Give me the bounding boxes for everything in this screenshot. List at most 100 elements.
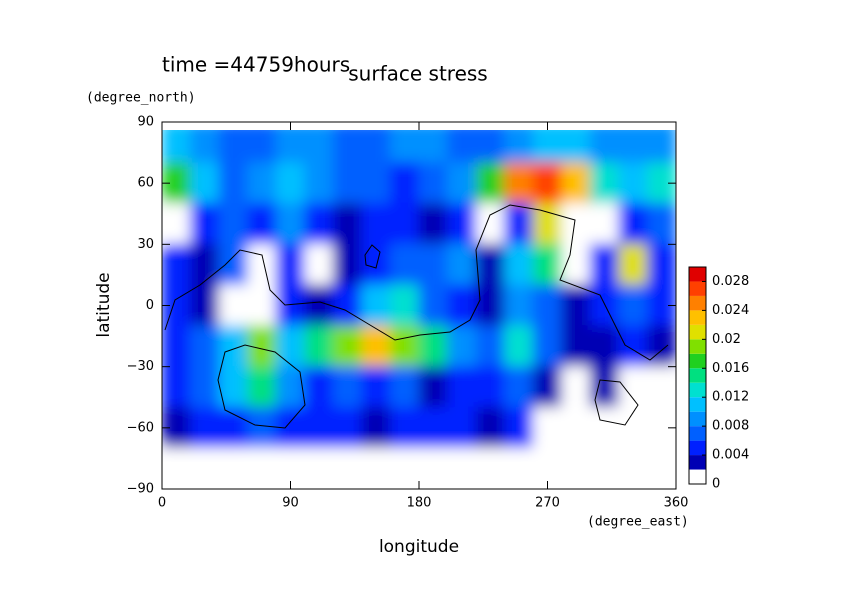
- field-cell: [275, 162, 306, 205]
- field-cell: [190, 325, 220, 368]
- field-cell: [589, 325, 620, 368]
- colorbar-tick-label: 0: [712, 477, 720, 492]
- field-cell: [162, 130, 192, 164]
- field-cell: [589, 243, 620, 286]
- field-cell: [304, 130, 334, 164]
- field-cell: [561, 203, 591, 245]
- field-cell: [304, 325, 334, 368]
- field-cell: [418, 284, 449, 327]
- colorbar-swatch: [689, 455, 706, 470]
- field-cell: [475, 284, 506, 327]
- field-cell: [589, 366, 620, 408]
- field-cell: [304, 406, 334, 449]
- x-tick-label: 90: [282, 496, 299, 511]
- y-tick-label: 30: [137, 237, 154, 252]
- x-tick-label: 270: [535, 496, 560, 511]
- field-cell: [618, 243, 648, 286]
- field-cell: [190, 243, 220, 286]
- field-cell: [389, 406, 420, 449]
- field-cell: [589, 447, 620, 462]
- field-cell: [275, 325, 306, 368]
- field-cell: [332, 243, 363, 286]
- colorbar-tick-label: 0.02: [712, 332, 741, 347]
- field-cell: [504, 366, 534, 408]
- colorbar-swatch: [689, 411, 706, 427]
- field-cell: [504, 162, 534, 205]
- field-cell: [589, 284, 620, 327]
- field-cell: [190, 366, 220, 408]
- field-cell: [589, 162, 620, 205]
- field-cell: [561, 447, 591, 462]
- field-cell: [247, 447, 277, 462]
- field-cell: [190, 203, 220, 245]
- field-cell: [447, 447, 477, 462]
- colorbar-frame: [688, 266, 707, 485]
- field-cell: [190, 162, 220, 205]
- x-tick-label: 180: [407, 496, 432, 511]
- field-cell: [162, 447, 192, 462]
- colorbar-swatch: [689, 382, 706, 398]
- field-cell: [447, 243, 477, 286]
- field-cell: [618, 406, 648, 449]
- field-cell: [475, 130, 506, 164]
- field-cell: [361, 162, 391, 205]
- coastline: [164, 204, 669, 429]
- field-cell: [618, 325, 648, 368]
- field-cell: [304, 447, 334, 462]
- field-cell: [218, 203, 249, 245]
- field-cell: [532, 243, 563, 286]
- colorbar-swatch: [689, 281, 706, 296]
- field-cell: [389, 203, 420, 245]
- field-cell: [332, 406, 363, 449]
- field-cell: [361, 447, 391, 462]
- field-cell: [504, 284, 534, 327]
- field-cell: [447, 203, 477, 245]
- field-cell: [589, 130, 620, 164]
- colorbar-swatch: [689, 397, 706, 412]
- field-cell: [275, 284, 306, 327]
- field-cell: [646, 447, 676, 462]
- field-cell: [418, 203, 449, 245]
- field-cell: [447, 325, 477, 368]
- field-cell: [162, 366, 192, 408]
- field: [162, 130, 676, 462]
- field-cell: [218, 366, 249, 408]
- field-cell: [389, 284, 420, 327]
- field-cell: [247, 130, 277, 164]
- field-cell: [418, 243, 449, 286]
- field-cell: [589, 203, 620, 245]
- field-cell: [190, 130, 220, 164]
- colorbar-tick-label: 0.028: [712, 274, 749, 289]
- field-cell: [247, 203, 277, 245]
- colorbar-tick-label: 0.008: [712, 419, 749, 434]
- field-cell: [418, 447, 449, 462]
- field-cell: [475, 406, 506, 449]
- field-cell: [190, 447, 220, 462]
- chart-title: surface stress: [348, 62, 487, 86]
- field-cell: [332, 447, 363, 462]
- field-cell: [504, 406, 534, 449]
- field-cell: [646, 243, 676, 286]
- colorbar-swatch: [689, 440, 706, 456]
- colorbar-swatch: [689, 469, 706, 484]
- colorbar-swatch: [689, 267, 706, 282]
- field-cell: [247, 366, 277, 408]
- field-cell: [304, 366, 334, 408]
- colorbar-swatch: [689, 310, 706, 325]
- field-cell: [504, 447, 534, 462]
- field-cell: [418, 162, 449, 205]
- colorbar-swatch: [689, 324, 706, 340]
- field-cell: [361, 130, 391, 164]
- colorbar-tick-label: 0.024: [712, 303, 749, 318]
- field-cell: [389, 162, 420, 205]
- field-cell: [332, 325, 363, 368]
- field-cell: [304, 203, 334, 245]
- field-cell: [361, 284, 391, 327]
- field-cell: [389, 447, 420, 462]
- field-cell: [304, 162, 334, 205]
- field-cell: [332, 162, 363, 205]
- field-cell: [361, 203, 391, 245]
- field-cell: [561, 366, 591, 408]
- colorbar-swatch: [689, 426, 706, 441]
